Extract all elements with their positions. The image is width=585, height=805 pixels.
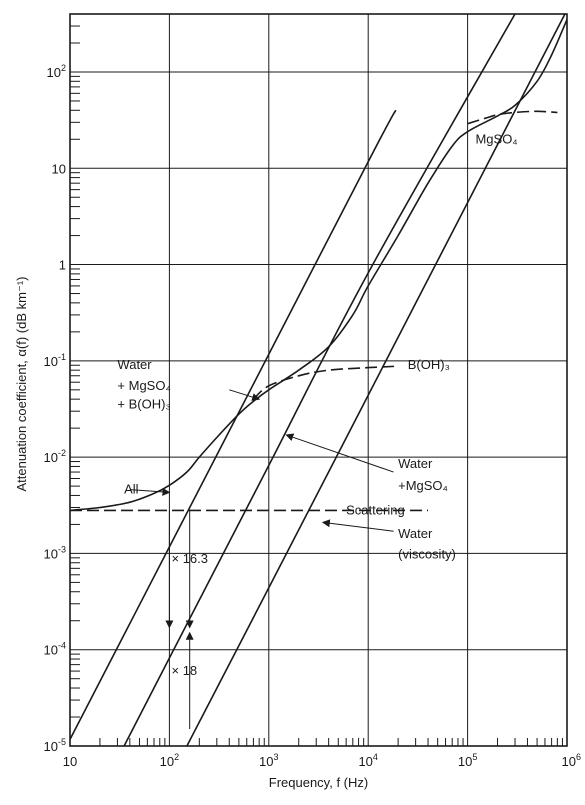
- annotation-label: Water: [117, 357, 152, 372]
- y-tick-label: 10-4: [44, 641, 66, 658]
- y-tick-label: 10-2: [44, 448, 66, 465]
- x-axis-title: Frequency, f (Hz): [268, 775, 369, 790]
- series-line-mgso: [467, 110, 558, 125]
- y-axis-title: Attenuation coefficient, α(f) (dB km⁻¹): [2, 0, 42, 800]
- series-line-water-viscosity: [70, 109, 397, 740]
- annotation-label: +MgSO₄: [398, 478, 448, 493]
- annotation-arrow: [129, 487, 171, 496]
- annotation-arrow: [229, 389, 261, 401]
- annotation-label: + B(OH)₃: [117, 397, 170, 412]
- x-tick-label: 103: [259, 752, 278, 769]
- y-tick-label: 10-5: [44, 737, 66, 754]
- annotation-label: + MgSO₄: [117, 378, 170, 393]
- annotation-arrow: [285, 433, 394, 473]
- plot-frame: [69, 13, 568, 747]
- y-tick-label: 10: [52, 161, 66, 176]
- y-tick-label: 10-3: [44, 544, 66, 561]
- annotation-label: × 18: [172, 663, 198, 678]
- annotation-label: (viscosity): [398, 547, 456, 562]
- y-tick-label: 102: [47, 63, 66, 80]
- annotation-label: B(OH)₃: [408, 357, 450, 372]
- series-line-water-viscosity: [186, 14, 566, 746]
- annotation-label: Scattering: [346, 502, 405, 517]
- x-tick-label: 102: [160, 752, 179, 769]
- x-tick-label: 104: [358, 752, 377, 769]
- series-line-all: [70, 19, 567, 512]
- series-line-b-oh: [252, 365, 399, 400]
- annotation-label: × 16.3: [172, 551, 209, 566]
- y-axis-title-text: Attenuation coefficient, α(f) (dB km⁻¹): [14, 276, 29, 492]
- y-tick-label: 1: [59, 258, 66, 273]
- annotation-label: Water: [398, 526, 433, 541]
- annotation-arrow: [321, 519, 394, 532]
- annotation-label: All: [124, 482, 139, 497]
- annotation-label: MgSO₄: [475, 131, 517, 146]
- x-tick-label: 10: [63, 754, 77, 769]
- y-tick-label: 10-1: [44, 352, 66, 369]
- x-tick-label: 106: [562, 752, 581, 769]
- x-tick-label: 105: [458, 752, 477, 769]
- annotation-label: Water: [398, 456, 433, 471]
- series-line-water-mgso: [123, 14, 516, 746]
